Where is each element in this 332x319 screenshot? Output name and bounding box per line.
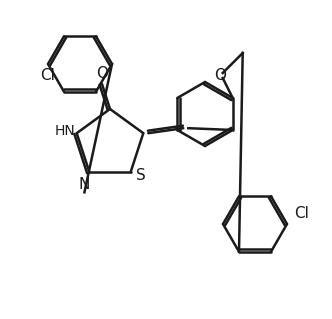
Text: Cl: Cl bbox=[41, 69, 55, 84]
Text: S: S bbox=[136, 168, 145, 183]
Text: HN: HN bbox=[54, 124, 75, 138]
Text: O: O bbox=[96, 66, 108, 81]
Text: N: N bbox=[79, 177, 90, 192]
Text: O: O bbox=[214, 68, 226, 83]
Text: Cl: Cl bbox=[294, 206, 309, 221]
